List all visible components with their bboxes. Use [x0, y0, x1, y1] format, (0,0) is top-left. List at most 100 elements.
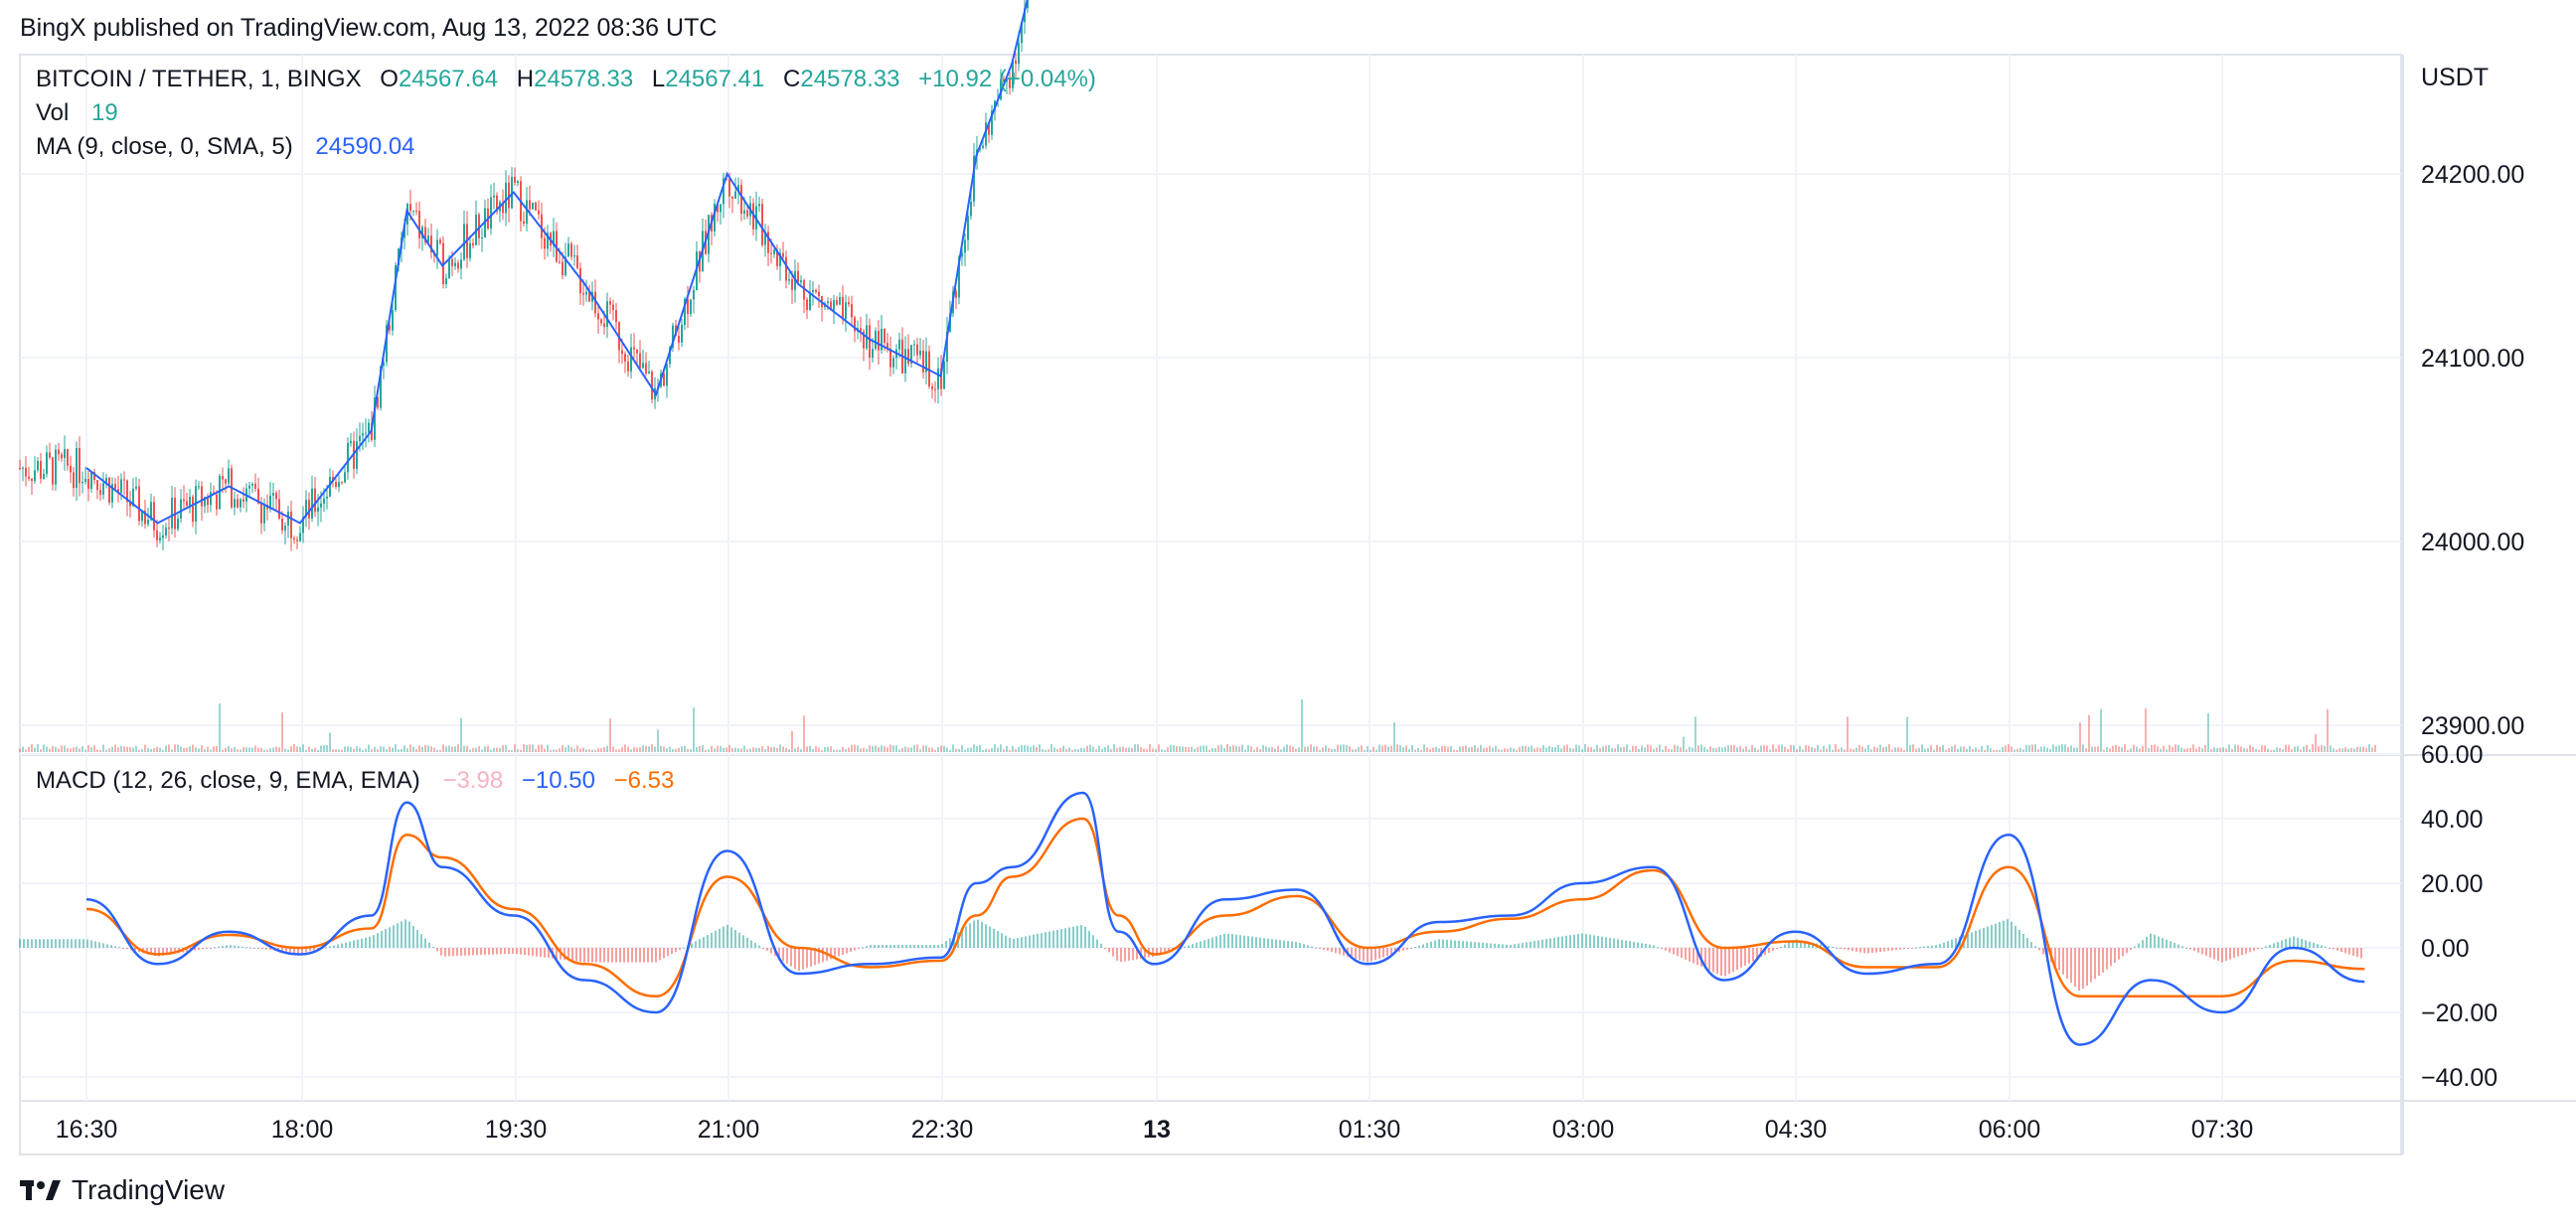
volume-bar: [672, 749, 674, 752]
volume-bar: [1960, 746, 1962, 752]
volume-bar: [1581, 749, 1583, 752]
volume-bar: [2082, 744, 2084, 752]
volume-bar: [1074, 748, 1076, 752]
candle-body: [126, 480, 128, 503]
candle-body: [368, 422, 370, 433]
candle-body: [338, 482, 340, 488]
candle-body: [636, 349, 638, 354]
volume-bar: [1775, 748, 1777, 752]
price-axis-label: 24100.00: [2421, 345, 2524, 373]
volume-bar: [1402, 746, 1404, 752]
macd-histogram-bar: [1784, 944, 1786, 948]
volume-bar: [2172, 746, 2174, 752]
volume-bar: [1757, 749, 1759, 752]
volume-bar: [1313, 746, 1315, 752]
candle-body: [559, 261, 561, 263]
macd-histogram-bar: [1406, 948, 1408, 950]
candle-body: [562, 261, 564, 276]
macd-histogram-bar: [2106, 948, 2108, 970]
candle-body: [928, 351, 930, 386]
macd-histogram-bar: [2281, 940, 2283, 948]
volume-bar: [463, 745, 465, 752]
volume-bar: [2094, 746, 2096, 752]
macd-histogram-bar: [218, 946, 220, 948]
volume-bar: [1519, 746, 1521, 752]
volume-bar: [2279, 747, 2281, 752]
volume-bar: [1802, 749, 1804, 752]
volume-bar: [210, 749, 212, 752]
volume-bar: [347, 746, 349, 752]
macd-histogram-bar: [2217, 948, 2219, 961]
volume-bar: [797, 746, 799, 752]
candle-body: [240, 499, 242, 508]
volume-bar: [1766, 745, 1768, 752]
volume-bar: [1372, 746, 1374, 752]
macd-histogram-bar: [226, 945, 228, 948]
volume-bar: [147, 747, 149, 752]
candle-body: [46, 452, 48, 475]
volume-bar: [1539, 747, 1541, 752]
macd-histogram-bar: [814, 948, 816, 966]
volume-label[interactable]: Vol: [36, 99, 70, 126]
candle-body: [639, 353, 641, 369]
candle-body: [728, 179, 730, 197]
volume-bar: [755, 747, 757, 752]
volume-bar: [687, 749, 689, 752]
volume-bar: [79, 748, 80, 752]
volume-bar: [1647, 744, 1649, 752]
candle-body: [335, 482, 337, 488]
candle-body: [248, 485, 250, 489]
volume-bar: [1423, 744, 1425, 752]
volume-bar: [1000, 744, 1002, 752]
volume-bar: [1808, 745, 1810, 752]
macd-histogram-bar: [882, 945, 884, 948]
macd-histogram-bar: [2249, 948, 2251, 953]
macd-histogram-bar: [2170, 941, 2172, 948]
macd-histogram-bar: [1466, 941, 1468, 948]
volume-bar: [1468, 747, 1470, 752]
volume-bar: [690, 749, 692, 752]
volume-bar: [609, 718, 611, 752]
candle-body: [907, 349, 909, 364]
ma-label[interactable]: MA (9, close, 0, SMA, 5): [36, 133, 293, 160]
macd-histogram-bar: [627, 948, 629, 963]
volume-bar: [2341, 748, 2343, 752]
candle-body: [791, 279, 793, 290]
volume-bar: [749, 748, 751, 752]
volume-bar: [1668, 748, 1670, 752]
volume-bar: [919, 749, 921, 752]
macd-histogram-bar: [2329, 948, 2331, 949]
volume-bar: [937, 746, 939, 752]
macd-histogram-bar: [2078, 948, 2080, 992]
volume-bar: [1128, 747, 1130, 752]
macd-label[interactable]: MACD (12, 26, close, 9, EMA, EMA): [36, 767, 420, 794]
macd-histogram-bar: [528, 948, 530, 956]
macd-histogram-bar: [524, 948, 526, 956]
macd-histogram-bar: [1080, 924, 1082, 948]
volume-bar: [907, 747, 909, 752]
candle-body: [851, 304, 853, 318]
candle-body: [496, 195, 498, 212]
volume-bar: [699, 746, 701, 752]
candle-body: [87, 478, 89, 490]
footer-brand[interactable]: TradingView: [20, 1174, 225, 1206]
candle-body: [234, 499, 236, 508]
macd-histogram-bar: [1987, 926, 1989, 948]
candle-body: [383, 362, 385, 367]
volume-bar: [842, 747, 844, 752]
macd-histogram-bar: [1728, 948, 1730, 975]
macd-histogram-bar: [691, 943, 693, 948]
symbol-label[interactable]: BITCOIN / TETHER, 1, BINGX: [36, 66, 362, 92]
candle-body: [150, 502, 152, 521]
volume-bar: [401, 748, 402, 752]
candle-body: [1012, 60, 1014, 88]
volume-bar: [1459, 746, 1461, 752]
volume-bar: [725, 747, 727, 752]
volume-bar: [2276, 747, 2278, 752]
volume-bar: [1039, 744, 1041, 752]
candle-body: [648, 372, 650, 374]
candle-body: [490, 197, 492, 229]
macd-histogram-bar: [2352, 948, 2354, 956]
volume-bar: [153, 748, 155, 752]
